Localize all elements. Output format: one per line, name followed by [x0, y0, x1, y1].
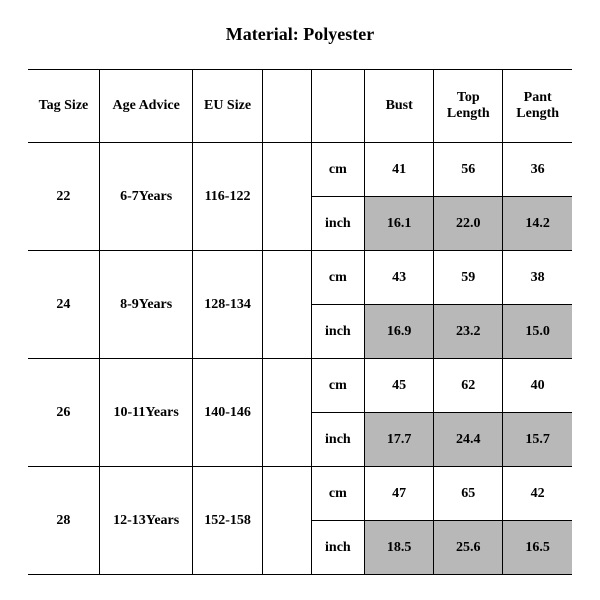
- col-top-length: Top Length: [434, 70, 503, 143]
- cell-top: 23.2: [434, 305, 503, 359]
- cell-tag-size: 26: [28, 359, 99, 467]
- cell-unit-inch: inch: [311, 197, 365, 251]
- col-age-advice: Age Advice: [99, 70, 193, 143]
- col-unit: [311, 70, 365, 143]
- cell-unit-cm: cm: [311, 467, 365, 521]
- cell-bust: 47: [365, 467, 434, 521]
- cell-bust: 16.9: [365, 305, 434, 359]
- cell-age-advice: 6-7Years: [99, 143, 193, 251]
- cell-eu-size: 128-134: [193, 251, 262, 359]
- cell-pant: 16.5: [503, 521, 572, 575]
- size-table: Tag Size Age Advice EU Size Bust Top Len…: [28, 69, 572, 575]
- cell-bust: 18.5: [365, 521, 434, 575]
- page-title: Material: Polyester: [28, 24, 572, 45]
- cell-top: 56: [434, 143, 503, 197]
- cell-unit-cm: cm: [311, 359, 365, 413]
- cell-top: 59: [434, 251, 503, 305]
- cell-empty: [262, 143, 311, 251]
- cell-pant: 38: [503, 251, 572, 305]
- cell-pant: 15.7: [503, 413, 572, 467]
- cell-unit-inch: inch: [311, 413, 365, 467]
- cell-tag-size: 28: [28, 467, 99, 575]
- cell-age-advice: 12-13Years: [99, 467, 193, 575]
- cell-top: 22.0: [434, 197, 503, 251]
- col-empty: [262, 70, 311, 143]
- cell-tag-size: 24: [28, 251, 99, 359]
- header-row: Tag Size Age Advice EU Size Bust Top Len…: [28, 70, 572, 143]
- cell-pant: 42: [503, 467, 572, 521]
- cell-pant: 15.0: [503, 305, 572, 359]
- cell-unit-cm: cm: [311, 251, 365, 305]
- cell-unit-inch: inch: [311, 305, 365, 359]
- cell-bust: 17.7: [365, 413, 434, 467]
- cell-empty: [262, 251, 311, 359]
- col-pant-length: Pant Length: [503, 70, 572, 143]
- cell-tag-size: 22: [28, 143, 99, 251]
- cell-bust: 43: [365, 251, 434, 305]
- cell-bust: 45: [365, 359, 434, 413]
- cell-unit-inch: inch: [311, 521, 365, 575]
- cell-top: 25.6: [434, 521, 503, 575]
- cell-eu-size: 152-158: [193, 467, 262, 575]
- cell-age-advice: 8-9Years: [99, 251, 193, 359]
- cell-eu-size: 140-146: [193, 359, 262, 467]
- cell-empty: [262, 467, 311, 575]
- col-eu-size: EU Size: [193, 70, 262, 143]
- cell-pant: 14.2: [503, 197, 572, 251]
- cell-age-advice: 10-11Years: [99, 359, 193, 467]
- table-row: 24 8-9Years 128-134 cm 43 59 38: [28, 251, 572, 305]
- cell-eu-size: 116-122: [193, 143, 262, 251]
- table-row: 28 12-13Years 152-158 cm 47 65 42: [28, 467, 572, 521]
- cell-empty: [262, 359, 311, 467]
- cell-top: 65: [434, 467, 503, 521]
- col-tag-size: Tag Size: [28, 70, 99, 143]
- cell-pant: 40: [503, 359, 572, 413]
- table-row: 26 10-11Years 140-146 cm 45 62 40: [28, 359, 572, 413]
- cell-pant: 36: [503, 143, 572, 197]
- cell-bust: 16.1: [365, 197, 434, 251]
- cell-bust: 41: [365, 143, 434, 197]
- cell-top: 24.4: [434, 413, 503, 467]
- page: Material: Polyester Tag Size Age Advice …: [0, 0, 600, 600]
- col-bust: Bust: [365, 70, 434, 143]
- cell-unit-cm: cm: [311, 143, 365, 197]
- table-row: 22 6-7Years 116-122 cm 41 56 36: [28, 143, 572, 197]
- cell-top: 62: [434, 359, 503, 413]
